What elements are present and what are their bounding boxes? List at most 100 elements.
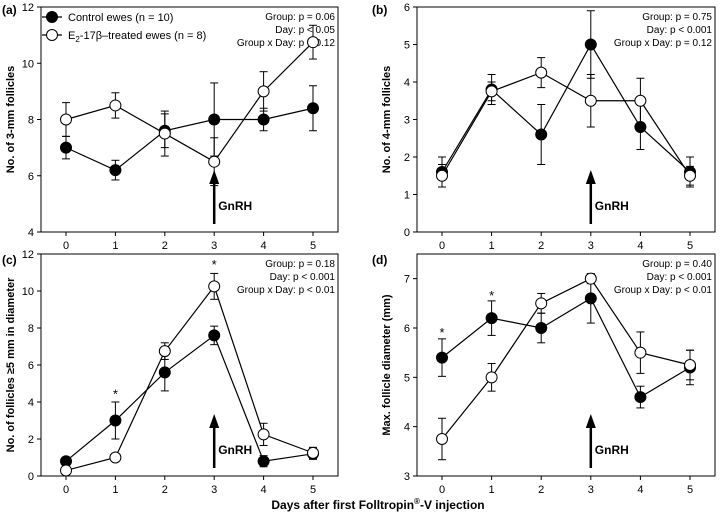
point-control [158, 366, 171, 379]
y-tick-label: 12 [22, 249, 34, 261]
x-tick-label: 0 [63, 484, 69, 496]
y-tick-label: 3 [404, 471, 410, 483]
point-treated [485, 371, 498, 384]
y-axis-label: No. of 3-mm follicles [5, 66, 17, 174]
y-tick-label: 6 [28, 171, 34, 183]
y-tick-label: 5 [404, 372, 410, 384]
point-treated [684, 359, 696, 371]
point-treated [634, 346, 647, 359]
x-tick-label: 2 [162, 484, 168, 496]
y-tick-label: 6 [404, 2, 410, 14]
y-tick-label: 10 [22, 58, 34, 70]
point-control [208, 113, 221, 126]
legend-treated-sub: 2 [75, 35, 80, 44]
x-tick-label: 5 [687, 240, 693, 252]
y-tick-label: 4 [404, 422, 410, 434]
y-axis-label: No. of 4-mm follicles [381, 66, 393, 174]
point-treated [684, 169, 696, 182]
point-control [535, 128, 548, 141]
y-tick-label: 6 [404, 323, 410, 335]
panel-label: (c) [2, 253, 17, 267]
point-treated [584, 272, 597, 285]
y-tick-label: 0 [404, 227, 410, 239]
point-treated [634, 94, 647, 107]
point-treated [535, 297, 548, 310]
x-tick-label: 3 [588, 240, 594, 252]
significance-star: * [489, 288, 494, 303]
stat-line: Group: p = 0.06 [265, 12, 335, 23]
point-treated [485, 85, 498, 98]
legend-treated-label: E2-17β–treated ewes (n = 8) [68, 30, 206, 44]
y-tick-label: 8 [28, 115, 34, 127]
stat-line: Day: p < 0.05 [275, 25, 335, 36]
legend-treated-suffix: -17β–treated ewes (n = 8) [80, 30, 206, 42]
y-tick-label: 10 [22, 286, 34, 298]
legend-treated-marker [46, 29, 58, 41]
x-tick-label: 3 [211, 240, 217, 252]
y-axis-label: No. of follicles ≥5 mm in diameter [5, 277, 17, 452]
series-line-control [441, 43, 691, 173]
x-axis-label-suffix: -V injection [420, 498, 485, 512]
x-tick-label: 4 [637, 484, 643, 496]
panel-label: (b) [372, 3, 387, 17]
point-control [485, 312, 498, 325]
y-tick-label: 1 [404, 190, 410, 202]
gnrh-arrow-head [585, 414, 596, 428]
y-tick-label: 4 [28, 397, 34, 409]
stat-line: Day: p < 0.001 [647, 25, 713, 36]
point-treated [257, 428, 270, 441]
x-tick-label: 3 [211, 484, 217, 496]
significance-star: * [113, 387, 118, 402]
x-tick-label: 1 [112, 484, 118, 496]
point-control [535, 322, 548, 334]
stat-line: Group x Day: p = 0.12 [237, 38, 336, 49]
stat-line: Group x Day: p = 0.12 [614, 38, 713, 49]
point-treated [307, 36, 319, 49]
series-line-control [441, 297, 691, 398]
series-line-control [65, 334, 314, 462]
point-control [109, 414, 122, 427]
gnrh-arrow-head [585, 170, 596, 184]
gnrh-annotation: GnRH [595, 199, 629, 213]
series-line-treated [441, 71, 691, 177]
legend: Control ewes (n = 10) E2-17β–treated ewe… [42, 11, 206, 44]
x-tick-label: 5 [310, 240, 316, 252]
point-treated [109, 99, 122, 112]
point-treated [158, 127, 171, 140]
point-control [109, 164, 122, 177]
x-tick-label: 1 [489, 240, 495, 252]
gnrh-annotation: GnRH [218, 443, 252, 457]
point-treated [584, 94, 597, 107]
y-tick-label: 4 [28, 227, 34, 239]
legend-treated-prefix: E [68, 30, 75, 42]
panel-b: 0 1 2 3 4 5 6 0 1 2 3 4 5 No. of 4-mm follicles (b) Gro… [372, 2, 716, 252]
point-treated [60, 464, 72, 477]
gnrh-arrow-head [209, 414, 220, 428]
point-control [60, 141, 72, 154]
point-treated [208, 155, 221, 168]
y-axis-label: Max. follicle diameter (mm) [381, 294, 393, 436]
y-tick-label: 0 [28, 471, 34, 483]
x-tick-label: 2 [162, 240, 168, 252]
point-control [208, 329, 221, 342]
point-treated [257, 85, 270, 98]
x-tick-label: 0 [439, 240, 445, 252]
series-line-control [65, 107, 314, 171]
panel-d: 3 4 5 6 7 0 1 2 3 4 5 Max. follicle diameter (mm) (d… [372, 253, 716, 496]
y-tick-label: 5 [404, 40, 410, 52]
y-tick-label: 12 [22, 2, 34, 14]
x-axis-label: Days after first Folltropin®-V injection [271, 497, 484, 512]
x-axis-label-mark: ® [414, 497, 420, 506]
x-tick-label: 4 [261, 240, 267, 252]
legend-control-label: Control ewes (n = 10) [68, 12, 173, 24]
point-treated [109, 451, 122, 464]
stat-line: Day: p < 0.001 [647, 272, 713, 283]
x-tick-label: 5 [687, 484, 693, 496]
y-tick-label: 7 [404, 274, 410, 286]
x-tick-label: 4 [261, 484, 267, 496]
x-tick-label: 2 [538, 240, 544, 252]
point-treated [307, 446, 319, 459]
x-tick-label: 5 [310, 484, 316, 496]
series-line-treated [65, 41, 314, 163]
